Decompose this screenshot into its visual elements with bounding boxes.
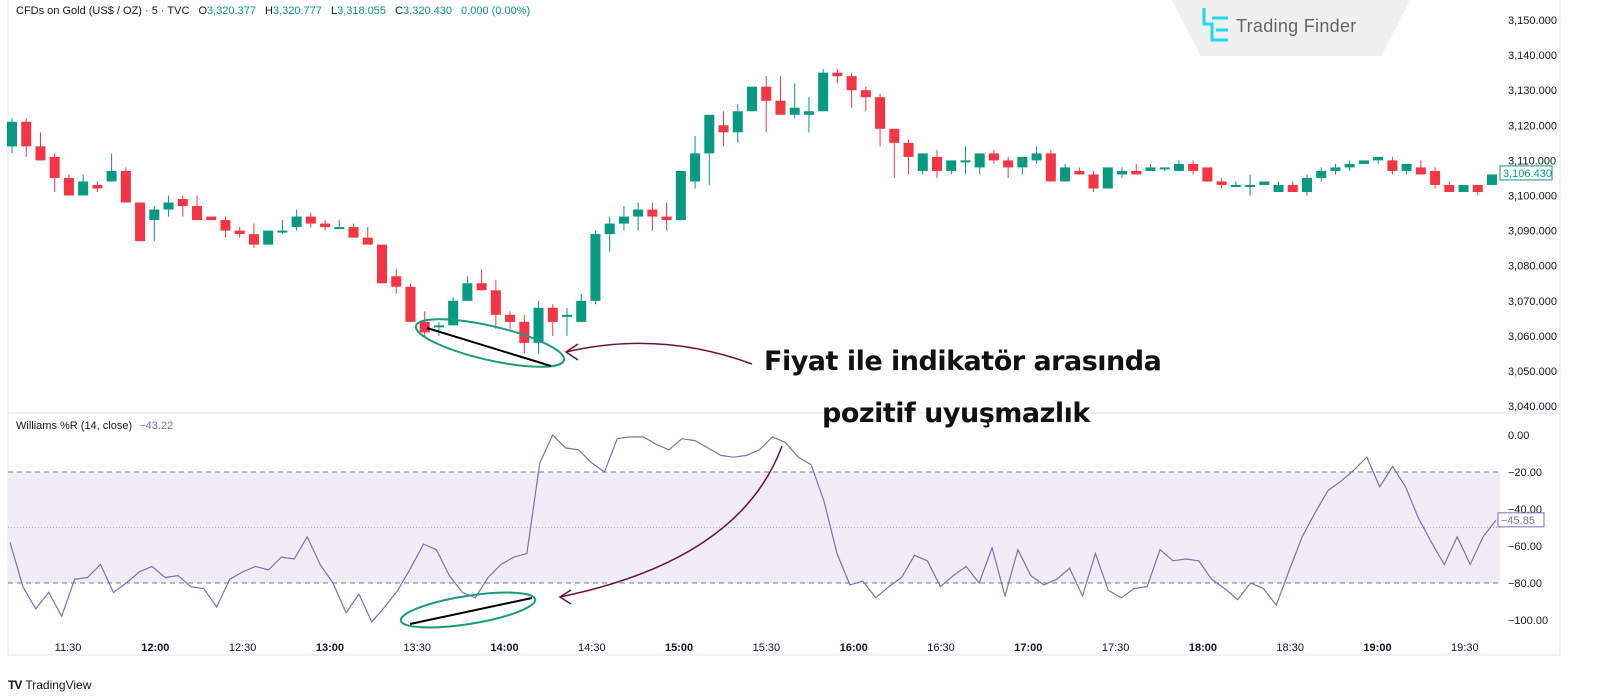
svg-text:0.00: 0.00 [1508,430,1529,442]
svg-text:3,130.000: 3,130.000 [1508,85,1557,97]
svg-text:3,070.000: 3,070.000 [1508,296,1557,308]
svg-text:3,080.000: 3,080.000 [1508,261,1557,273]
svg-text:14:00: 14:00 [490,642,518,654]
open-value: 3,320.377 [207,5,256,17]
symbol-legend: CFDs on Gold (US$ / OZ) · 5 · TVC O3,320… [16,5,531,17]
svg-text:18:30: 18:30 [1276,642,1304,654]
svg-text:13:00: 13:00 [316,642,344,654]
svg-text:11:30: 11:30 [55,642,82,654]
svg-text:17:30: 17:30 [1102,642,1130,654]
svg-text:14:30: 14:30 [578,642,606,654]
indicator-name: Williams %R (14, close) [16,420,133,432]
close-value: 3,320.430 [403,5,452,17]
svg-text:−60.00: −60.00 [1508,541,1542,553]
svg-text:3,110.000: 3,110.000 [1508,155,1556,167]
indicator-value: −43.22 [139,420,174,432]
trading-finder-logo-icon [1202,8,1228,42]
svg-text:19:00: 19:00 [1363,642,1391,654]
svg-text:3,140.000: 3,140.000 [1508,50,1557,62]
svg-text:3,150.000: 3,150.000 [1508,15,1557,27]
svg-text:3,106.430: 3,106.430 [1503,168,1552,180]
svg-text:12:30: 12:30 [229,642,257,654]
svg-text:16:00: 16:00 [840,642,868,654]
svg-text:13:30: 13:30 [403,642,431,654]
svg-text:17:00: 17:00 [1014,642,1042,654]
svg-text:−80.00: −80.00 [1508,578,1542,590]
tradingview-footer[interactable]: TV TradingView [8,678,91,692]
tradingview-logo-icon: TV [8,678,22,692]
low-value: 3,318.055 [337,5,387,17]
svg-text:−20.00: −20.00 [1508,467,1542,479]
svg-text:3,120.000: 3,120.000 [1508,120,1557,132]
change-value: 0.000 (0.00%) [461,5,531,17]
annotation-line1: Fiyat ile indikatör arasında [764,346,1162,377]
svg-text:3,090.000: 3,090.000 [1508,226,1557,238]
watermark-brand: Trading Finder [1236,16,1357,36]
annotation-line2: pozitif uyuşmazlık [822,398,1090,429]
high-value: 3,320.777 [272,5,322,17]
svg-text:3,040.000: 3,040.000 [1508,401,1557,413]
svg-text:16:30: 16:30 [927,642,955,654]
tradingview-brand: TradingView [25,678,92,692]
svg-text:3,100.000: 3,100.000 [1508,191,1557,203]
svg-text:15:00: 15:00 [665,642,693,654]
svg-text:18:00: 18:00 [1189,642,1217,654]
symbol-title: CFDs on Gold (US$ / OZ) · 5 · TVC [16,5,190,17]
indicator-legend[interactable]: Williams %R (14, close) −43.22 [16,420,173,432]
svg-text:15:30: 15:30 [753,642,781,654]
svg-text:12:00: 12:00 [141,642,169,654]
svg-text:19:30: 19:30 [1451,642,1479,654]
svg-text:−45.85: −45.85 [1501,515,1535,527]
svg-text:3,050.000: 3,050.000 [1508,366,1557,378]
svg-text:−100.00: −100.00 [1508,615,1548,627]
svg-text:3,060.000: 3,060.000 [1508,331,1557,343]
